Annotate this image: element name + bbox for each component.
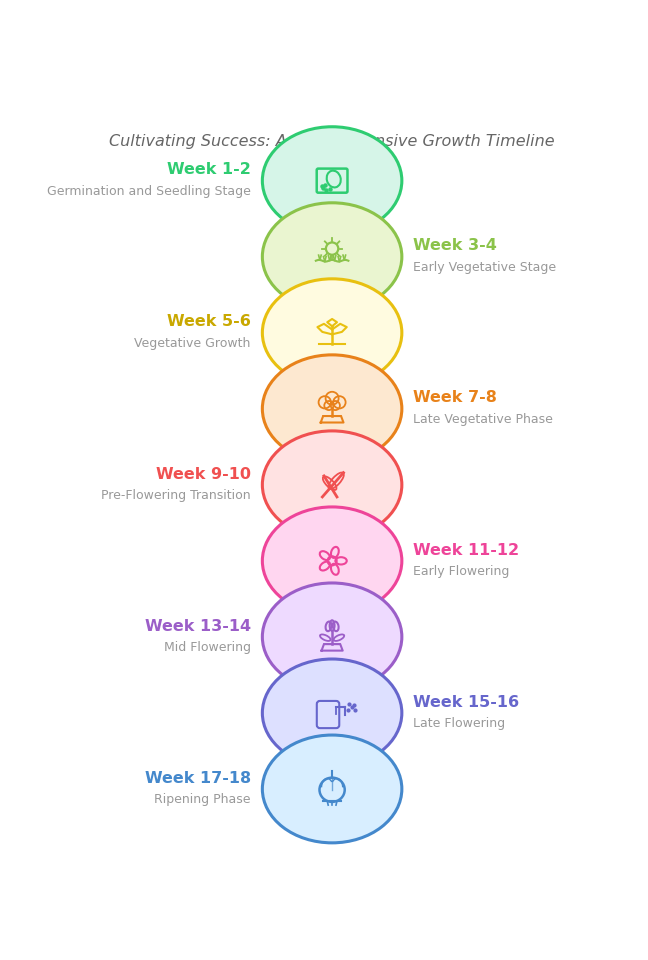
Text: Week 5-6: Week 5-6 [167, 315, 251, 329]
Text: Week 1-2: Week 1-2 [167, 162, 251, 178]
Text: Germination and Seedling Stage: Germination and Seedling Stage [47, 185, 251, 198]
Text: Pre-Flowering Transition: Pre-Flowering Transition [101, 489, 251, 502]
Text: Week 15-16: Week 15-16 [413, 695, 520, 709]
Text: Late Flowering: Late Flowering [413, 717, 505, 731]
Text: Early Flowering: Early Flowering [413, 565, 510, 578]
Text: Cultivating Success: A Comprehensive Growth Timeline: Cultivating Success: A Comprehensive Gro… [110, 134, 555, 150]
Text: Week 9-10: Week 9-10 [156, 467, 251, 482]
Ellipse shape [262, 659, 402, 767]
Ellipse shape [262, 278, 402, 387]
Ellipse shape [262, 203, 402, 311]
Text: Week 13-14: Week 13-14 [145, 618, 251, 634]
Text: Mid Flowering: Mid Flowering [164, 641, 251, 654]
Text: Week 17-18: Week 17-18 [145, 771, 251, 785]
Text: Early Vegetative Stage: Early Vegetative Stage [413, 261, 557, 274]
Text: Vegetative Growth: Vegetative Growth [134, 337, 251, 350]
Text: Week 11-12: Week 11-12 [413, 542, 520, 558]
Ellipse shape [262, 507, 402, 614]
Ellipse shape [262, 735, 402, 843]
Ellipse shape [262, 583, 402, 691]
Text: Ripening Phase: Ripening Phase [154, 793, 251, 806]
Text: Week 3-4: Week 3-4 [413, 238, 498, 253]
Ellipse shape [262, 431, 402, 539]
Ellipse shape [262, 127, 402, 234]
Text: Late Vegetative Phase: Late Vegetative Phase [413, 413, 553, 426]
Ellipse shape [262, 355, 402, 463]
Text: Week 7-8: Week 7-8 [413, 391, 498, 405]
